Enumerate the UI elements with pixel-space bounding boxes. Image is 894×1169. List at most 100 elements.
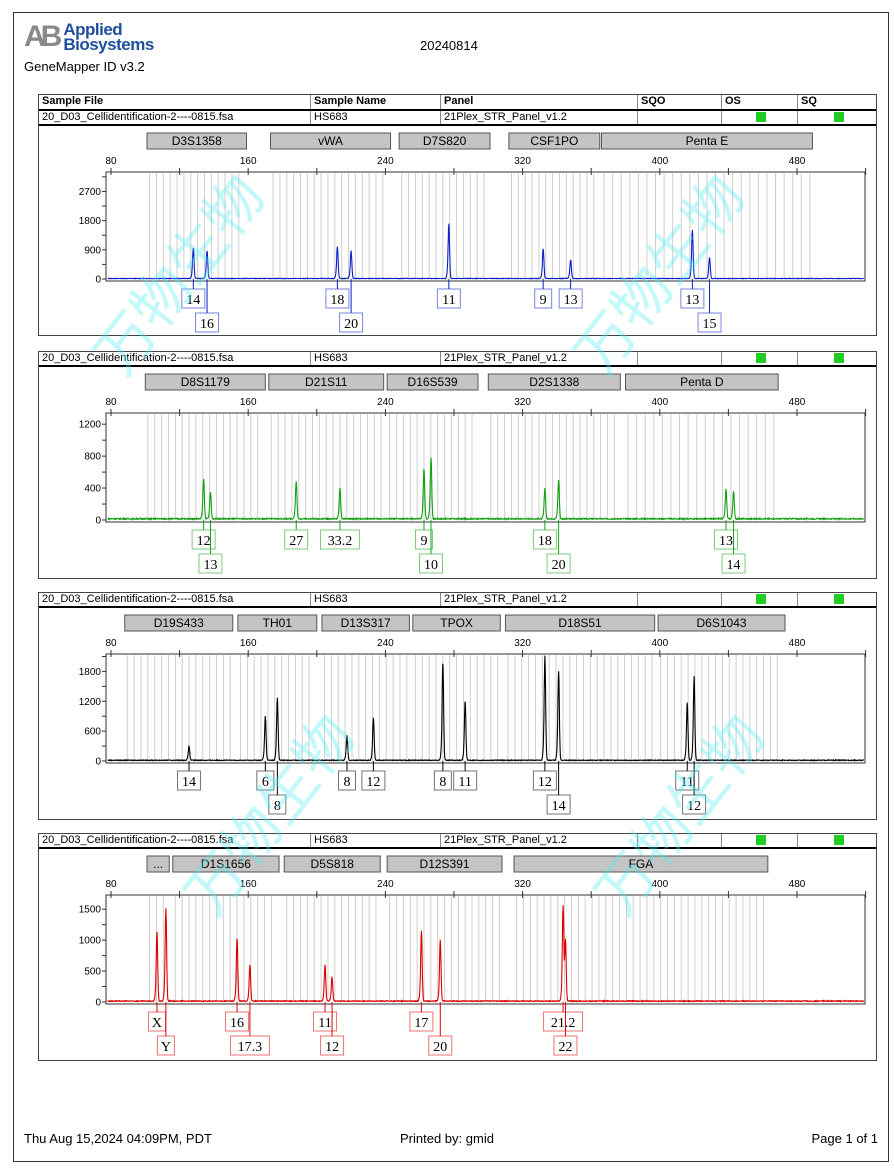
locus-bar[interactable]: D5S818 bbox=[283, 855, 381, 873]
allele-label[interactable]: 33.2 bbox=[319, 520, 360, 550]
locus-name: Penta D bbox=[680, 375, 724, 389]
sample-row[interactable]: 20_D03_Cellidentification-2----0815.fsa H… bbox=[39, 111, 876, 126]
locus-bar[interactable]: D19S433 bbox=[124, 614, 234, 632]
allele-label[interactable]: 8 bbox=[337, 761, 356, 791]
allele-label[interactable]: 12 bbox=[361, 761, 386, 791]
allele-label[interactable]: 11 bbox=[453, 761, 478, 791]
allele-call: 8 bbox=[343, 775, 350, 790]
locus-bar[interactable]: D7S820 bbox=[398, 132, 491, 150]
locus-bar[interactable]: D13S317 bbox=[321, 614, 410, 632]
allele-call: 22 bbox=[558, 1040, 572, 1055]
allele-call: 20 bbox=[433, 1040, 447, 1055]
locus-bar[interactable]: D12S391 bbox=[386, 855, 503, 873]
allele-label[interactable]: 12 bbox=[532, 761, 557, 791]
sqo-cell bbox=[638, 352, 722, 365]
allele-label[interactable]: 22 bbox=[553, 1002, 578, 1056]
allele-label[interactable]: Y bbox=[156, 1002, 175, 1056]
electropherogram-chart: D8S1179 D21S11 D16S539 D2S1338 Penta D 80 160 2… bbox=[79, 373, 867, 574]
electropherogram-panel-red: 20_D03_Cellidentification-2----0815.fsa H… bbox=[38, 833, 877, 1061]
locus-bar[interactable]: Penta D bbox=[625, 373, 779, 391]
allele-label[interactable]: 13 bbox=[198, 520, 223, 574]
locus-bar[interactable]: ... bbox=[146, 855, 170, 873]
logo-line1: Applied bbox=[63, 20, 123, 39]
allele-label[interactable]: 12 bbox=[320, 1002, 345, 1056]
allele-label[interactable]: 18 bbox=[532, 520, 557, 550]
allele-label[interactable]: 27 bbox=[284, 520, 309, 550]
allele-label[interactable]: 8 bbox=[433, 761, 452, 791]
sample-row[interactable]: 20_D03_Cellidentification-2----0815.fsa H… bbox=[39, 593, 876, 608]
allele-label[interactable]: 9 bbox=[534, 279, 553, 309]
allele-label[interactable]: 20 bbox=[339, 279, 364, 333]
allele-label[interactable]: 10 bbox=[419, 520, 444, 574]
x-tick-label: 480 bbox=[789, 638, 806, 649]
locus-bar[interactable]: vWA bbox=[269, 132, 392, 150]
allele-call: 12 bbox=[366, 775, 380, 790]
locus-name: Penta E bbox=[686, 134, 729, 148]
allele-label[interactable]: 16 bbox=[195, 279, 220, 333]
allele-call: 20 bbox=[552, 558, 566, 573]
allele-label[interactable]: 14 bbox=[177, 761, 202, 791]
allele-label[interactable]: 13 bbox=[680, 279, 705, 309]
allele-label[interactable]: 17.3 bbox=[229, 1002, 270, 1056]
allele-label[interactable]: 16 bbox=[225, 1002, 250, 1032]
allele-label[interactable]: 12 bbox=[682, 761, 707, 815]
sample-row[interactable]: 20_D03_Cellidentification-2----0815.fsa H… bbox=[39, 834, 876, 849]
allelic-bin-lines bbox=[239, 655, 310, 761]
allele-label[interactable]: 20 bbox=[428, 1002, 453, 1056]
allele-label[interactable]: 14 bbox=[721, 520, 746, 574]
allele-label[interactable]: 20 bbox=[546, 520, 571, 574]
allele-label[interactable]: 11 bbox=[675, 761, 700, 791]
allele-label[interactable]: 14 bbox=[181, 279, 206, 309]
allele-label[interactable]: 13 bbox=[558, 279, 583, 309]
locus-bar[interactable]: D16S539 bbox=[386, 373, 479, 391]
allele-label[interactable]: 6 bbox=[256, 761, 275, 791]
allele-call: 6 bbox=[262, 775, 269, 790]
allele-call: 9 bbox=[540, 293, 547, 308]
locus-bar[interactable]: D18S51 bbox=[504, 614, 656, 632]
signal-trace bbox=[107, 223, 865, 280]
locus-bar[interactable]: D1S1656 bbox=[172, 855, 280, 873]
locus-bar[interactable]: D8S1179 bbox=[144, 373, 266, 391]
locus-bar[interactable]: TPOX bbox=[412, 614, 501, 632]
column-header-os: OS bbox=[722, 95, 798, 109]
sample-row[interactable]: 20_D03_Cellidentification-2----0815.fsa H… bbox=[39, 352, 876, 367]
allele-call: 14 bbox=[186, 293, 200, 308]
sq-quality-flag-icon bbox=[833, 353, 844, 363]
allele-call: 20 bbox=[344, 317, 358, 332]
allele-label[interactable]: 18 bbox=[325, 279, 350, 309]
locus-bar[interactable]: CSF1PO bbox=[508, 132, 601, 150]
x-tick-label: 160 bbox=[240, 879, 257, 890]
sqo-cell bbox=[638, 111, 722, 124]
locus-bar[interactable]: D6S1043 bbox=[657, 614, 786, 632]
os-quality-flag-icon bbox=[756, 594, 766, 604]
allelic-bin-lines bbox=[401, 173, 485, 279]
locus-bar[interactable]: D3S1358 bbox=[146, 132, 247, 150]
locus-bar[interactable]: Penta E bbox=[600, 132, 813, 150]
x-tick-label: 320 bbox=[514, 638, 531, 649]
y-tick-label: 1200 bbox=[79, 697, 102, 708]
locus-bar[interactable]: D2S1338 bbox=[487, 373, 621, 391]
allele-label[interactable]: 21.2 bbox=[543, 1002, 584, 1032]
allele-label[interactable]: X bbox=[147, 1002, 166, 1032]
allele-label[interactable]: 11 bbox=[313, 1002, 338, 1032]
allele-label[interactable]: 12 bbox=[191, 520, 216, 550]
locus-name: ... bbox=[153, 857, 163, 871]
os-cell bbox=[722, 111, 798, 124]
allele-label[interactable]: 9 bbox=[414, 520, 433, 550]
allele-label[interactable]: 15 bbox=[697, 279, 722, 333]
allele-call: 12 bbox=[538, 775, 552, 790]
locus-bar[interactable]: TH01 bbox=[237, 614, 318, 632]
locus-bar[interactable]: FGA bbox=[513, 855, 769, 873]
x-tick-label: 240 bbox=[377, 397, 394, 408]
allele-call: 14 bbox=[727, 558, 741, 573]
allele-label[interactable]: 17 bbox=[409, 1002, 434, 1032]
allele-label[interactable]: 11 bbox=[436, 279, 461, 309]
allele-label[interactable]: 14 bbox=[546, 761, 571, 815]
locus-bar[interactable]: D21S11 bbox=[268, 373, 385, 391]
allele-label[interactable]: 13 bbox=[713, 520, 738, 550]
allele-label[interactable]: 8 bbox=[268, 761, 287, 815]
allelic-bin-lines bbox=[149, 173, 240, 279]
electropherogram-panel-green: 20_D03_Cellidentification-2----0815.fsa H… bbox=[38, 351, 877, 579]
